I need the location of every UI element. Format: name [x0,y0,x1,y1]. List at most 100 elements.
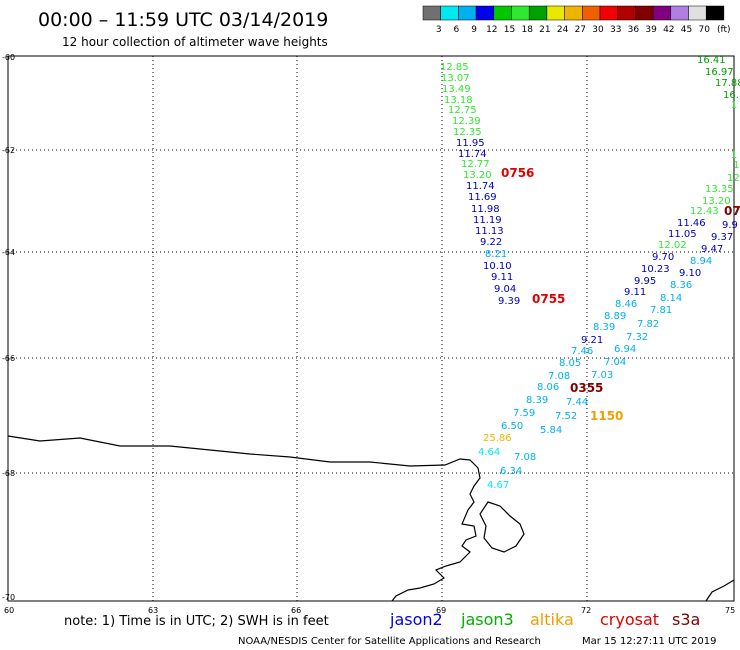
wave-height-value: 9.11 [624,287,646,298]
lon-label-72: 72 [581,606,591,615]
color-scale-label: 24 [557,25,569,35]
color-scale-label: 12 [486,25,497,35]
lat-label-60: -60 [2,53,15,62]
wave-height-value: 8.05 [559,358,581,369]
wave-height-labels: 12.8513.0713.4913.1812.7512.3912.3511.95… [440,55,740,491]
color-scale-label: 21 [539,25,550,35]
wave-height-value: 9.11 [491,272,513,283]
pass-time-07-partial: 07 [724,204,740,218]
color-scale-label: 3 [436,25,442,35]
wave-height-value: 7.08 [514,452,536,463]
wave-height-value: 11.98 [471,204,500,215]
wave-height-value: 12.70 [727,173,740,184]
color-swatch [475,5,495,21]
coastline-east [705,579,735,602]
wave-height-value: 4.64 [478,447,500,458]
wave-height-value: 9.37 [711,232,733,243]
wave-height-value: 8.89 [604,311,626,322]
color-swatch [564,5,583,21]
wave-height-value: 12.35 [453,127,482,138]
wave-height-value: 5.84 [540,425,562,436]
wave-height-value: 7.08 [548,371,570,382]
wave-height-value: 7.81 [650,305,672,316]
wave-height-value: 4.67 [487,480,509,491]
wave-height-value: 11.74 [458,149,487,160]
wave-height-value: 11.74 [466,181,495,192]
color-swatch [582,5,601,21]
lat-label-62: -62 [2,146,15,155]
legend-cryosat: cryosat [600,610,659,629]
wave-height-value: 25.86 [483,433,512,444]
wave-height-value: 9.9 [722,220,738,231]
wave-height-value: 17.88 [715,78,740,89]
wave-height-value: 13.35 [705,184,734,195]
wave-height-value: 9.70 [652,252,674,263]
color-scale-bar: 3 6 9 12 15 18 21 24 27 30 33 36 39 42 45 70 [422,5,725,35]
wave-height-value: 8.39 [593,322,615,333]
color-scale-label: 18 [521,25,533,35]
color-swatch [688,5,707,21]
wave-height-value: 7.52 [555,411,577,422]
color-swatch [493,5,512,21]
wave-height-value: 9.10 [679,268,701,279]
wave-height-value: 7.44 [566,397,588,408]
color-swatch [652,5,672,21]
color-scale-label: 9 [471,25,477,35]
wave-height-value: 12.02 [658,240,687,251]
color-scale-label: 39 [645,25,657,35]
wave-height-value: 9.39 [498,296,520,307]
footer-credit: NOAA/NESDIS Center for Satellite Applica… [238,636,541,647]
lon-label-60: 60 [4,606,14,615]
wave-height-value: 6.94 [614,344,636,355]
wave-height-value: 12.85 [440,62,469,73]
wave-height-value: 8.36 [670,280,692,291]
color-scale-label: 33 [610,25,621,35]
wave-height-value: 12.77 [461,159,490,170]
wave-height-value: 9.95 [634,276,656,287]
legend-jason2: jason2 [389,610,443,629]
wave-height-value: 13.20 [463,170,492,181]
color-scale-label: 45 [681,25,692,35]
wave-height-value: 11.19 [473,215,502,226]
color-scale-label: 27 [575,25,586,35]
wave-height-value: 11.13 [475,226,504,237]
legend-jason3: jason3 [460,610,514,629]
wave-height-value: 8.06 [537,382,559,393]
color-scale-label: 15 [504,25,515,35]
wave-height-value: 8.21 [485,249,507,260]
wave-height-value: 6.34 [500,466,522,477]
wave-height-value: 7.04 [604,357,626,368]
wave-height-value: 7.82 [637,319,659,330]
wave-height-value: 7.59 [513,408,535,419]
legend-altika: altika [530,610,574,629]
color-swatch [705,5,725,21]
wave-height-value: 9.04 [494,284,516,295]
map-frame [7,55,735,602]
lat-label-68: -68 [2,469,15,478]
wave-height-value: 13.18 [444,95,473,106]
wave-height-value: 1 [731,150,737,161]
wave-height-value: 13.07 [441,73,470,84]
pass-time-0756: 0756 [501,166,534,180]
wave-height-value: 8.39 [526,395,548,406]
wave-height-value: 1 [731,100,737,111]
wave-height-value: 11.05 [668,229,697,240]
color-scale-label: 30 [592,25,604,35]
color-swatch [440,5,459,21]
wave-height-value: 12.39 [452,116,481,127]
wave-height-value: 12.75 [448,105,477,116]
wave-height-value: 13.20 [702,196,731,207]
map-title: 00:00 – 11:59 UTC 03/14/2019 [38,9,328,31]
wave-height-value: 11.69 [468,192,497,203]
color-swatch [422,5,441,21]
wave-height-value: 10.23 [641,264,670,275]
lon-label-69: 69 [436,606,446,615]
wave-height-value: 8.94 [690,256,712,267]
wave-height-value: 8.14 [660,293,682,304]
wave-height-value: 12.43 [690,206,719,217]
lon-label-63: 63 [148,606,158,615]
graticule [8,56,734,601]
lat-label-70: -70 [2,593,15,602]
wave-height-value: 9.21 [581,335,603,346]
